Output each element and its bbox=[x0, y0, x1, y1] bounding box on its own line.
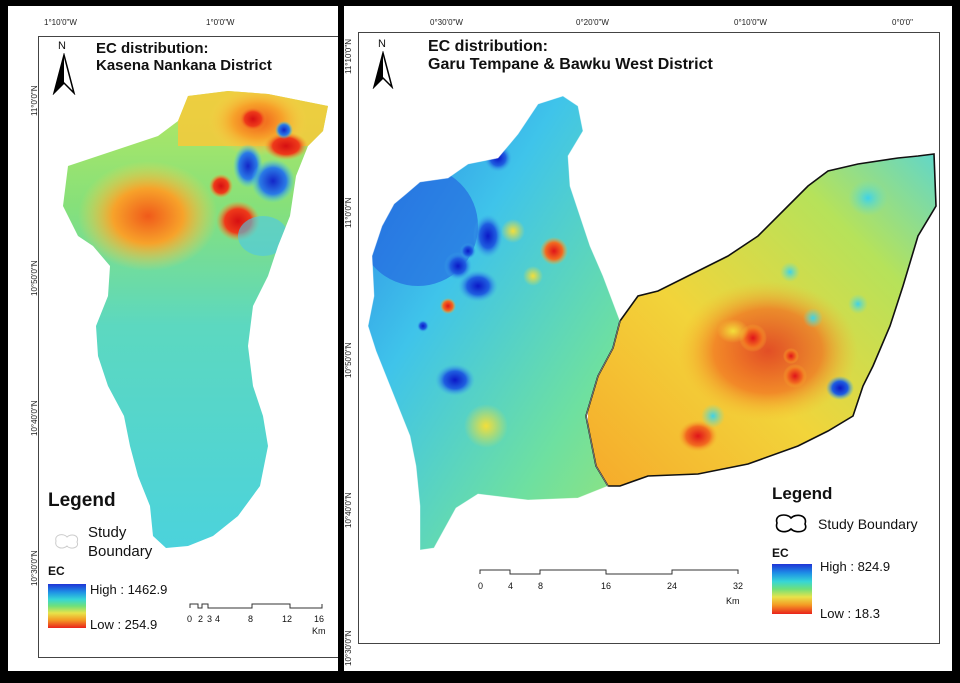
map-title: EC distribution: Garu Tempane & Bawku We… bbox=[428, 38, 713, 75]
legend-title: Legend bbox=[772, 484, 833, 503]
ec-high-label: High : 1462.9 bbox=[90, 582, 168, 597]
scale-bar: 0 4 8 16 24 32 Km bbox=[478, 569, 743, 606]
top-coord-2: 0°20'0"W bbox=[576, 18, 609, 27]
title-line-1: EC distribution: bbox=[428, 38, 548, 55]
top-coord-1: 1°10'0"W bbox=[44, 18, 77, 27]
scale-tick-5: 12 bbox=[282, 614, 292, 624]
side-coord-3: 10°50'0"N bbox=[344, 342, 353, 378]
scale-tick-3: 16 bbox=[601, 581, 611, 591]
side-coord-5: 10°30'0"N bbox=[344, 630, 353, 666]
boundary-line-1: Study bbox=[88, 524, 127, 541]
north-letter: N bbox=[58, 40, 66, 52]
garu-tempane-bawku-west-map-panel: 0°30'0"W 0°20'0"W 0°10'0"W 0°0'0" 11°10'… bbox=[344, 6, 952, 671]
north-arrow-icon bbox=[52, 53, 76, 95]
scale-tick-2: 8 bbox=[538, 581, 543, 591]
top-coord-3: 0°10'0"W bbox=[734, 18, 767, 27]
scale-tick-0: 0 bbox=[478, 581, 483, 591]
scale-tick-4: 8 bbox=[248, 614, 253, 624]
study-boundary-label: Study Boundary bbox=[88, 524, 152, 562]
map-neatline bbox=[38, 36, 338, 658]
scale-unit: Km bbox=[726, 596, 740, 606]
ec-color-ramp bbox=[48, 584, 86, 628]
title-line-2: Garu Tempane & Bawku West District bbox=[428, 56, 713, 74]
top-coord-4: 0°0'0" bbox=[892, 18, 913, 27]
north-letter: N bbox=[378, 38, 386, 50]
study-boundary-symbol-icon bbox=[55, 534, 79, 549]
ec-low-label: Low : 254.9 bbox=[90, 617, 158, 632]
ec-color-ramp bbox=[772, 564, 812, 614]
bawku-west-boundary bbox=[585, 153, 937, 487]
garu-tempane-boundary bbox=[367, 95, 621, 551]
ec-raster-map bbox=[63, 91, 328, 548]
study-boundary-label: Study Boundary bbox=[818, 516, 918, 532]
ec-low-label: Low : 18.3 bbox=[820, 606, 880, 621]
side-coord-1: 11°10'0"N bbox=[344, 39, 353, 74]
top-coord-2: 1°0'0"W bbox=[206, 18, 235, 27]
scale-unit: Km bbox=[312, 626, 326, 636]
map-title: EC distribution: Kasena Nankana District bbox=[96, 40, 272, 75]
scale-tick-0: 0 bbox=[187, 614, 192, 624]
scale-tick-2: 3 bbox=[207, 614, 212, 624]
scale-tick-3: 4 bbox=[215, 614, 220, 624]
legend-title: Legend bbox=[48, 490, 116, 511]
ec-label: EC bbox=[48, 564, 65, 578]
boundary-line-2: Boundary bbox=[88, 542, 153, 560]
scale-tick-5: 32 bbox=[733, 581, 743, 591]
ec-label: EC bbox=[772, 546, 789, 560]
map-neatline bbox=[358, 32, 940, 644]
side-coord-2: 11°0'0"N bbox=[344, 197, 353, 228]
kasena-nankana-map-panel: 1°10'0"W 1°0'0"W 11°0'0"N 10°50'0"N 10°4… bbox=[8, 6, 338, 671]
north-arrow-icon bbox=[372, 51, 394, 89]
scale-bar: 0 2 3 4 8 12 16 Km bbox=[187, 603, 326, 636]
top-coord-1: 0°30'0"W bbox=[430, 18, 463, 27]
side-coord-4: 10°40'0"N bbox=[344, 492, 353, 528]
ec-high-label: High : 824.9 bbox=[820, 559, 891, 574]
scale-tick-6: 16 bbox=[314, 614, 324, 624]
scale-tick-4: 24 bbox=[667, 581, 677, 591]
title-line-1: EC distribution: bbox=[96, 40, 209, 57]
ec-raster-map bbox=[367, 95, 937, 551]
study-boundary-symbol-icon bbox=[775, 514, 807, 533]
scale-tick-1: 4 bbox=[508, 581, 513, 591]
title-line-2: Kasena Nankana District bbox=[96, 57, 272, 75]
scale-tick-1: 2 bbox=[198, 614, 203, 624]
